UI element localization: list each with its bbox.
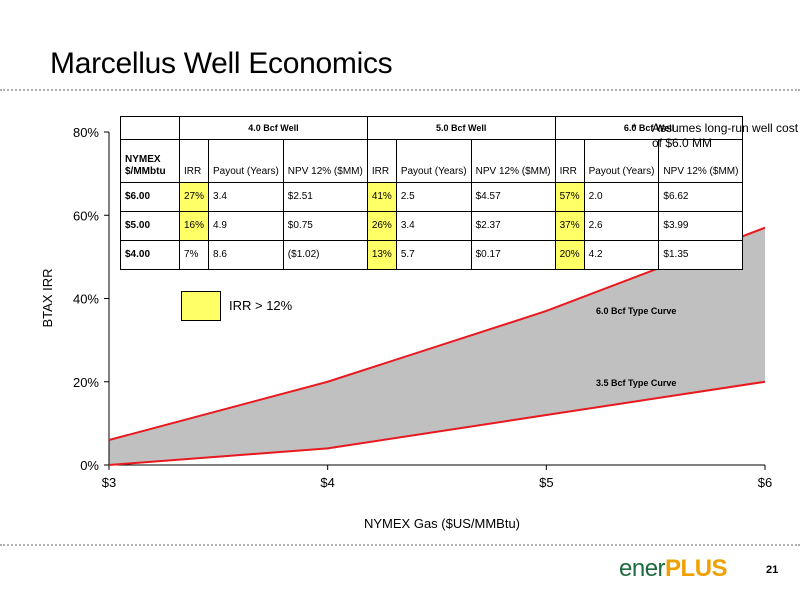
- table-cell: 5.7: [395, 240, 472, 270]
- table-cell: $2.37: [470, 211, 556, 241]
- table-cell: 16%: [178, 211, 210, 241]
- page-title: Marcellus Well Economics: [50, 47, 393, 80]
- x-tick-label: $3: [102, 475, 116, 490]
- x-tick-label: $6: [758, 475, 772, 490]
- col-label: NPV 12% ($MM): [658, 139, 744, 183]
- table-cell: 26%: [366, 211, 397, 241]
- table-cell: 8.6: [208, 240, 284, 270]
- col-label: IRR: [366, 139, 397, 183]
- table-cell: $0.75: [282, 211, 368, 241]
- legend-swatch: [181, 291, 221, 321]
- table-cell: 7%: [178, 240, 210, 270]
- y-tick-label: 20%: [73, 375, 99, 390]
- price-cell: $5.00: [120, 211, 180, 241]
- table-cell: ($1.02): [282, 240, 368, 270]
- col-label: Payout (Years): [395, 139, 472, 183]
- x-tick-label: $4: [320, 475, 334, 490]
- col-label: NPV 12% ($MM): [282, 139, 368, 183]
- page-number: 21: [766, 564, 779, 576]
- table-cell: 3.4: [395, 211, 472, 241]
- x-tick-label: $5: [539, 475, 553, 490]
- price-cell: $6.00: [120, 182, 180, 212]
- y-tick-label: 0%: [80, 458, 99, 473]
- table-cell: $2.51: [282, 182, 368, 212]
- table-cell: 41%: [366, 182, 397, 212]
- table-cell: $6.62: [658, 182, 744, 212]
- col-label: Payout (Years): [208, 139, 284, 183]
- y-tick-label: 60%: [73, 208, 99, 223]
- table-cell: 27%: [178, 182, 210, 212]
- table-cell: 2.5: [395, 182, 472, 212]
- table-cell: 37%: [554, 211, 585, 241]
- group-header: 4.0 Bcf Well: [179, 116, 368, 140]
- table-cell: $4.57: [470, 182, 556, 212]
- price-cell: $4.00: [120, 240, 180, 270]
- col-label: NPV 12% ($MM): [470, 139, 556, 183]
- table-cell: 4.2: [583, 240, 660, 270]
- top-divider: [0, 89, 800, 91]
- series-line: [108, 380, 766, 466]
- row-header-label: NYMEX $/MMbtu: [120, 139, 180, 183]
- table-cell: 2.0: [583, 182, 660, 212]
- table-cell: 57%: [554, 182, 585, 212]
- group-header: 5.0 Bcf Well: [366, 116, 556, 140]
- y-tick-label: 40%: [73, 292, 99, 307]
- bottom-divider: [0, 544, 800, 546]
- economics-table: 4.0 Bcf Well 5.0 Bcf Well 6.0 Bcf Well N…: [120, 116, 744, 270]
- table-cell: $3.99: [658, 211, 744, 241]
- table-row: $4.00 7% 8.6 ($1.02) 13% 5.7 $0.17 20% 4.2 $1.35: [120, 240, 744, 270]
- table-cell: 3.4: [208, 182, 284, 212]
- legend-label: IRR > 12%: [229, 298, 293, 313]
- table-row: $5.00 16% 4.9 $0.75 26% 3.4 $2.37 37% 2.6 $3.99: [120, 211, 744, 241]
- col-label: IRR: [554, 139, 585, 183]
- table-cell: 2.6: [583, 211, 660, 241]
- col-label: IRR: [178, 139, 210, 183]
- series-label-upper: 6.0 Bcf Type Curve: [596, 306, 676, 316]
- x-axis-title: NYMEX Gas ($US/MMBtu): [364, 516, 520, 531]
- table-cell: $0.17: [470, 240, 556, 270]
- y-tick-label: 80%: [73, 125, 99, 140]
- group-header: 6.0 Bcf Well: [554, 116, 744, 140]
- footnote-text: Assumes long-run well cost of $6.0 MM: [652, 121, 799, 150]
- table-cell: 13%: [366, 240, 397, 270]
- table-cell: 20%: [554, 240, 585, 270]
- table-cell: $1.35: [658, 240, 744, 270]
- footnote-asterisk: *: [632, 121, 637, 135]
- series-label-lower: 3.5 Bcf Type Curve: [596, 378, 676, 388]
- table-cell: 4.9: [208, 211, 284, 241]
- enerplus-logo: enerPLUS: [619, 555, 728, 582]
- col-label: Payout (Years): [583, 139, 660, 183]
- y-axis-title: BTAX IRR: [40, 269, 55, 328]
- table-row: $6.00 27% 3.4 $2.51 41% 2.5 $4.57 57% 2.0 $6.62: [120, 182, 744, 212]
